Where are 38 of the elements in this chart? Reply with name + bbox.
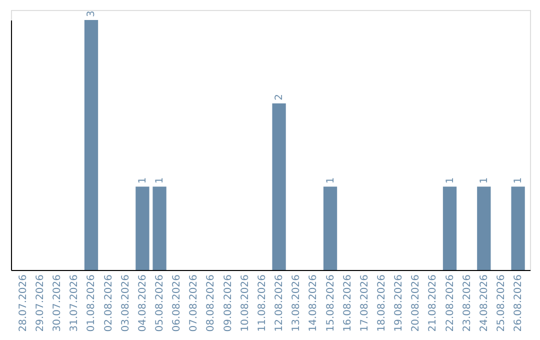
x-tick-label: 04.08.2026 <box>137 274 148 332</box>
data-label: 1 <box>444 177 456 184</box>
x-tick-label: 06.08.2026 <box>172 274 183 332</box>
x-tick-label: 09.08.2026 <box>222 274 234 332</box>
data-label: 3 <box>86 10 98 17</box>
x-tick-label: 16.08.2026 <box>342 274 354 332</box>
x-tick-label: 17.08.2026 <box>359 274 370 332</box>
x-tick-label: 24.08.2026 <box>478 274 490 332</box>
x-tick-label: 11.08.2026 <box>256 274 268 332</box>
x-tick-label: 19.08.2026 <box>394 274 405 332</box>
x-tick-label: 14.08.2026 <box>308 274 320 332</box>
data-label: 1 <box>325 177 336 184</box>
x-tick-label: 21.08.2026 <box>428 274 439 332</box>
x-tick-label: 08.08.2026 <box>206 274 217 332</box>
x-tick-label: 30.07.2026 <box>52 274 64 332</box>
x-tick-label: 07.08.2026 <box>188 274 200 332</box>
data-label: 1 <box>154 177 166 184</box>
data-label: 1 <box>478 177 490 184</box>
x-tick-label: 02.08.2026 <box>103 274 114 332</box>
x-tick-label: 18.08.2026 <box>376 274 388 332</box>
x-tick-label: 15.08.2026 <box>325 274 336 332</box>
x-tick-label: 25.08.2026 <box>496 274 507 332</box>
x-tick-label: 28.07.2026 <box>18 274 29 332</box>
data-label: 1 <box>137 177 148 184</box>
x-tick-label: 05.08.2026 <box>154 274 166 332</box>
x-tick-label: 12.08.2026 <box>274 274 286 332</box>
x-tick-label: 01.08.2026 <box>86 274 98 332</box>
x-tick-label: 10.08.2026 <box>240 274 251 332</box>
x-tick-label: 29.07.2026 <box>35 274 46 332</box>
x-tick-label: 23.08.2026 <box>462 274 473 332</box>
x-tick-label: 13.08.2026 <box>291 274 302 332</box>
data-label: 2 <box>274 94 286 100</box>
x-tick-label: 26.08.2026 <box>513 274 524 332</box>
x-tick-label: 22.08.2026 <box>444 274 456 332</box>
x-tick-label: 03.08.2026 <box>120 274 132 332</box>
data-label: 1 <box>513 177 524 184</box>
x-tick-label: 20.08.2026 <box>410 274 422 332</box>
x-tick-label: 31.07.2026 <box>69 274 80 332</box>
